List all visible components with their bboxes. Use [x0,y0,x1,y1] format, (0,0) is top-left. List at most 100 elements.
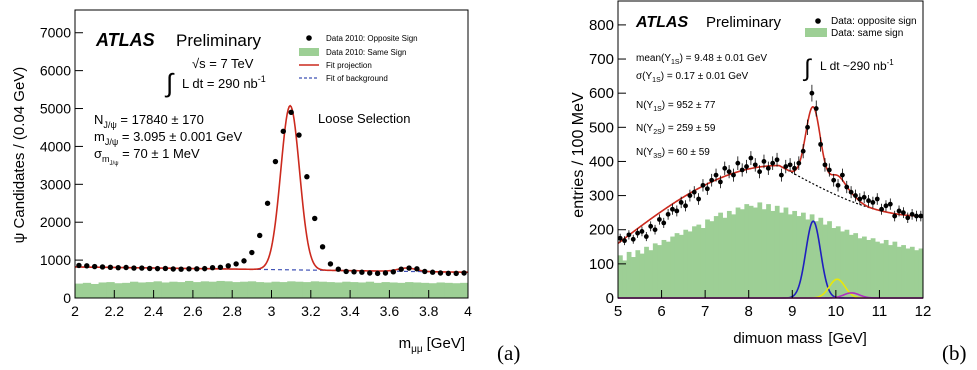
data-point-b [691,189,697,195]
y-tick-label-a: 4000 [40,138,71,154]
data-point-a [264,200,271,206]
x-tick-label-a: 3.8 [419,303,439,319]
x-tick-label-a: 2.6 [183,303,203,319]
data-point-b [717,179,723,185]
x-tick-label-b: 6 [657,303,665,320]
data-point-a [429,269,436,275]
data-point-a [186,266,192,272]
data-point-b [853,193,858,198]
same-sign-bar-b [626,251,632,298]
n-jpsi-annotation: NJ/ψ = 17840 ± 170 [94,112,204,130]
y-axis-label-b: entries / 100 MeV [570,92,587,218]
mean-annotation: mean(Υ1S) = 9.48 ± 0.01 GeV [636,53,767,66]
preliminary-a: Preliminary [176,31,262,50]
data-point-a [453,270,459,277]
data-point-b [704,186,710,192]
same-sign-bar-a [185,280,194,298]
same-sign-histogram-a [75,280,469,298]
x-tick-label-a: 3.2 [301,303,321,319]
same-sign-bar-b [796,216,802,298]
same-sign-bar-a [381,282,390,298]
same-sign-bar-a [263,282,272,298]
same-sign-bar-b [770,210,776,298]
same-sign-bar-b [661,239,667,298]
data-point-a [461,270,467,276]
panel-b: 5 6 7 8 9 10 11 12 0 100 200 300 400 500 600 700 800 en… [570,0,967,365]
same-sign-bar-b [835,226,841,298]
same-sign-bar-b [866,239,872,298]
data-point-a [91,263,98,270]
same-sign-bar-b [914,250,920,298]
same-sign-bar-b [805,219,811,298]
data-point-b [787,162,793,168]
legend-label-fit-a: Fit projection [326,61,372,70]
legend-b: Data: opposite sign Data: same sign [805,16,917,39]
legend-label-same-b: Data: same sign [831,28,903,39]
same-sign-bar-a [295,281,304,298]
same-sign-bar-b [757,202,763,298]
same-sign-bar-a [412,282,422,298]
same-sign-bar-b [665,241,671,298]
same-sign-bar-b [713,216,719,298]
legend-marker-same-b [805,28,827,37]
same-sign-bar-a [130,281,139,298]
same-sign-bar-b [787,214,793,298]
data-point-b [648,223,654,229]
legend-label-data-a: Data 2010: Opposite Sign [326,34,418,43]
data-point-b [818,141,824,147]
data-point-b [774,157,780,163]
same-sign-bar-b [905,248,911,298]
data-point-a [414,266,420,272]
same-sign-bar-b [722,217,728,298]
same-sign-bar-b [822,224,828,298]
y-tick-label-a: 3000 [40,176,71,192]
n2s-annotation: N(Υ2S) = 259 ± 59 [636,123,716,136]
y-tick-label-b: 0 [606,290,614,307]
y-tick-label-b: 100 [589,256,614,273]
y-tick-label-b: 500 [589,119,614,136]
y-tick-label-b: 200 [589,222,614,239]
same-sign-bar-a [255,282,265,298]
data-point-a [296,132,302,138]
data-point-a [225,263,231,269]
x-tick-label-a: 3 [268,303,276,319]
data-points-a [76,109,467,277]
same-sign-bar-b [635,250,641,298]
same-sign-bar-b [726,210,732,298]
data-point-a [367,270,373,276]
same-sign-bar-a [373,282,382,298]
data-point-a [170,266,176,272]
same-sign-bar-a [75,283,84,298]
data-point-a [359,269,365,275]
y-tick-label-a: 2000 [40,214,71,230]
data-point-a [209,264,216,271]
data-point-b [770,160,776,166]
same-sign-bar-a [200,281,210,298]
data-point-b [700,182,706,188]
x-axis-label-a: mμμ [GeV] [399,335,465,355]
same-sign-bar-a [192,282,202,298]
same-sign-bar-b [709,221,715,298]
same-sign-bar-a [216,280,225,298]
energy-annotation: √s = 7 TeV [192,56,254,71]
same-sign-bar-b [827,221,832,298]
same-sign-bar-a [161,282,170,298]
y-tick-label-a: 5000 [40,101,71,117]
data-point-a [382,270,389,276]
same-sign-bar-a [271,281,280,298]
data-point-b [839,172,845,178]
data-point-b [635,230,641,236]
same-sign-bar-b [909,246,915,298]
same-sign-bar-b [683,229,689,298]
data-point-a [201,265,208,272]
data-point-a [123,264,129,271]
data-point-b [757,169,763,175]
same-sign-bar-b [753,207,758,298]
same-sign-bar-a [405,282,414,298]
data-point-a [335,266,342,272]
x-tick-label-a: 2.8 [222,303,242,319]
x-tick-label-a: 3.6 [380,303,400,319]
data-point-a [272,158,279,165]
same-sign-bar-b [705,219,710,298]
